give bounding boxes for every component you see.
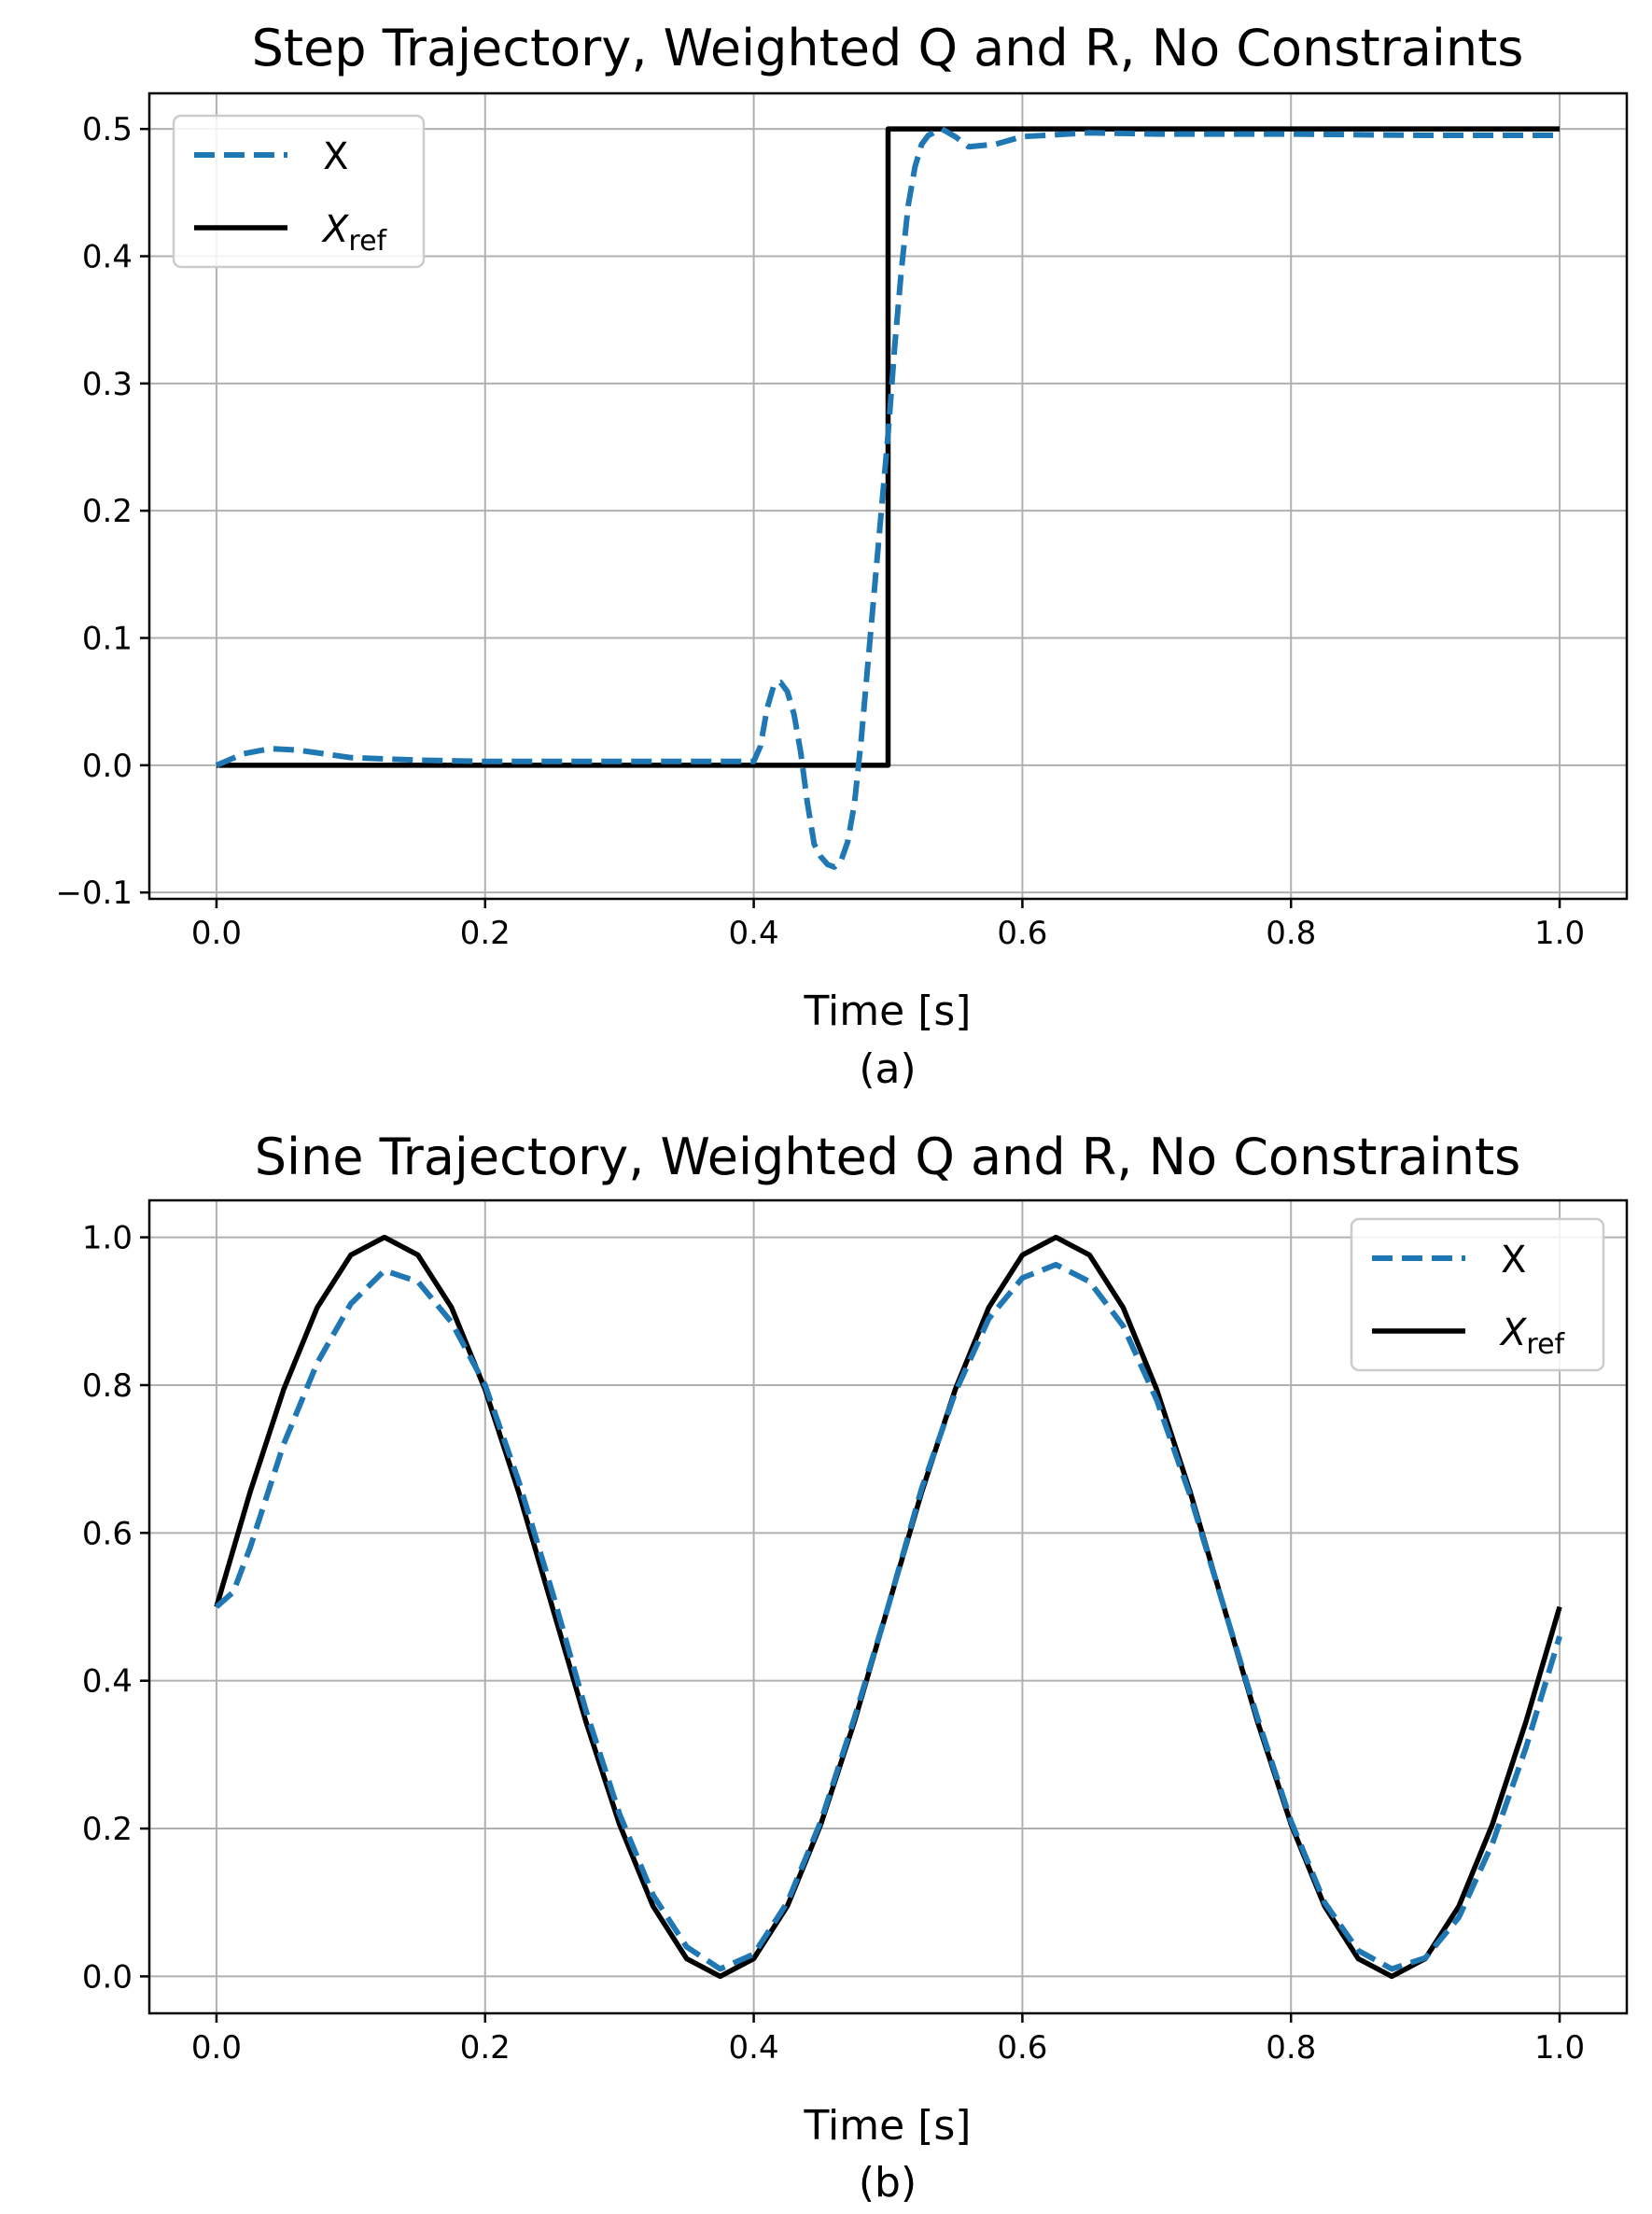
y-tick-label: 0.2 (82, 493, 133, 530)
chart-title: Step Trajectory, Weighted Q and R, No Co… (252, 19, 1524, 77)
y-tick-label: 0.0 (82, 748, 133, 785)
x-tick-label: 1.0 (1534, 915, 1585, 952)
legend-label: X (323, 135, 348, 178)
legend-label-main: X (1501, 1239, 1526, 1282)
legend-label-main: X (323, 135, 348, 178)
series-line-x (214, 1261, 1562, 1972)
legend-label: Xref (321, 208, 388, 258)
x-axis-label: Time [s] (804, 2102, 972, 2150)
y-tick-label: 0.4 (82, 239, 133, 276)
x-tick-label: 0.0 (191, 915, 242, 952)
x-tick-label: 1.0 (1534, 2029, 1585, 2067)
grid (149, 1200, 1627, 2013)
series-line-x (215, 126, 1561, 870)
plot-frame (147, 1198, 1629, 2015)
x-tick-label: 0.8 (1266, 2029, 1316, 2067)
legend-label: Xref (1499, 1311, 1566, 1361)
y-tick-label: 0.5 (82, 111, 133, 148)
ticks: 0.0 0.2 0.4 0.6 0.8 1.0 0.0 0.2 0.4 0.6 0.8 1.0 (82, 1220, 1585, 2067)
legend-box (1350, 1217, 1605, 1372)
y-tick-label: 0.8 (82, 1367, 133, 1405)
chart-title: Sine Trajectory, Weighted Q and R, No Co… (255, 1128, 1521, 1186)
chart-panel-a: Step Trajectory, Weighted Q and R, No Co… (55, 19, 1629, 1093)
legend-label-subscript: ref (348, 225, 387, 258)
x-tick-label: 0.4 (729, 915, 779, 952)
legend-label: X (1501, 1239, 1526, 1282)
series-layer (214, 1234, 1562, 1980)
y-tick-label: −0.1 (55, 875, 133, 912)
y-tick-label: 0.6 (82, 1515, 133, 1552)
series-layer (215, 126, 1561, 870)
x-tick-label: 0.6 (997, 2029, 1047, 2067)
y-tick-label: 0.2 (82, 1811, 133, 1848)
x-tick-label: 0.8 (1266, 915, 1316, 952)
x-axis-label: Time [s] (804, 988, 972, 1035)
legend-label-main: X (321, 208, 350, 251)
x-tick-label: 0.4 (729, 2029, 779, 2067)
plot-frame (147, 91, 1629, 901)
chart-panel-b: Sine Trajectory, Weighted Q and R, No Co… (82, 1128, 1629, 2207)
y-tick-label: 0.0 (82, 1958, 133, 1996)
panel-caption: (b) (859, 2159, 917, 2207)
y-tick-label: 0.1 (82, 621, 133, 658)
x-tick-label: 0.0 (191, 2029, 242, 2067)
x-tick-label: 0.2 (460, 915, 511, 952)
x-tick-label: 0.6 (997, 915, 1047, 952)
ticks: 0.0 0.2 0.4 0.6 0.8 1.0 −0.1 0.0 0.1 0.2 0.3 0.4 0.5 (55, 111, 1585, 952)
legend-label-main: X (1499, 1311, 1528, 1354)
y-tick-label: 0.4 (82, 1663, 133, 1701)
panel-caption: (a) (859, 1045, 916, 1093)
x-tick-label: 0.2 (460, 2029, 511, 2067)
series-line-x-ref (216, 126, 1561, 768)
y-tick-label: 0.3 (82, 366, 133, 403)
y-tick-label: 1.0 (82, 1220, 133, 1257)
legend-label-subscript: ref (1526, 1328, 1565, 1361)
